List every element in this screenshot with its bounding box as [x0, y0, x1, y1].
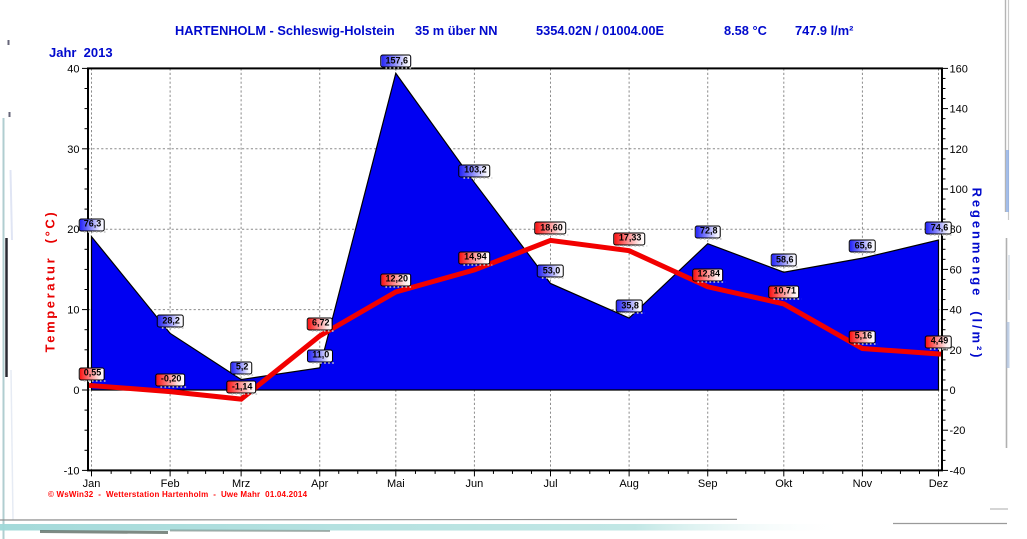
temperature-value-label-Mrz: -1,14: [226, 380, 258, 396]
temperature-value-label-Nov: 5,16: [849, 330, 878, 345]
rain-value-label-Okt: 58,6: [770, 253, 799, 269]
tick-label: -10: [64, 465, 80, 477]
rain-area: [90, 71, 940, 391]
tick-label: Jan: [83, 478, 101, 490]
year-label: Jahr 2013: [49, 45, 113, 60]
temperature-value-label-Dez: 4,49: [925, 335, 954, 351]
tick-label: 140: [950, 104, 968, 116]
tick-label: Mrz: [232, 478, 250, 490]
temperature-line: [88, 237, 942, 402]
tick-label: 0: [73, 385, 79, 397]
tick-label: 100: [950, 184, 968, 196]
station-altitude: 35 m über NN: [415, 23, 498, 38]
tick-label: Feb: [161, 478, 180, 490]
rain-total-value: 747.9 l/m²: [795, 23, 854, 38]
tick-label: -40: [950, 465, 966, 477]
temperature-value-label-Jul: 18,60: [534, 221, 568, 237]
rain-value-label-Feb: 28,2: [156, 314, 185, 330]
tick-label: Apr: [311, 478, 328, 490]
temperature-value-label-Jan: 0,55: [78, 367, 107, 383]
tick-label: 10: [67, 305, 79, 317]
right-axis-title: Regenmenge (l/m²): [969, 187, 985, 361]
rain-value-label-Aug: 35,8: [615, 299, 644, 315]
temperature-value-label-Apr: 6,72: [306, 317, 335, 333]
temperature-value-label-Jun: 14,94: [458, 251, 492, 267]
rain-value-label-Nov: 65,6: [849, 239, 878, 255]
station-name: HARTENHOLM - Schleswig-Holstein: [175, 23, 395, 38]
rain-value-label-Apr: 11,0: [306, 349, 335, 365]
tick-label: Aug: [619, 478, 639, 490]
tick-label: 80: [950, 224, 962, 236]
tick-label: 160: [950, 63, 968, 75]
temperature-value-label-Sep: 12,84: [691, 268, 725, 284]
rain-value-label-Dez: 74,6: [925, 221, 954, 237]
tick-label: 120: [950, 144, 968, 156]
tick-label: 40: [67, 63, 79, 75]
rain-value-label-Mai: 157,6: [380, 54, 414, 70]
temperature-value-label-Okt: 10,71: [768, 285, 802, 301]
rain-value-label-Jun: 103,2: [458, 164, 492, 180]
mean-temperature-value: 8.58 °C: [724, 23, 767, 38]
temperature-value-label-Aug: 17,33: [613, 232, 647, 248]
scan-artifact: [0, 524, 848, 531]
scan-artifact: [169, 529, 331, 532]
tick-label: Dez: [929, 478, 949, 490]
rain-value-label-Jul: 53,0: [537, 264, 566, 280]
rain-value-label-Jan: 76,3: [78, 218, 107, 234]
tick-label: 40: [950, 305, 962, 317]
tick-label: Sep: [698, 478, 718, 490]
scan-artifact: [10, 369, 14, 521]
temperature-value-label-Mai: 12,20: [380, 273, 414, 289]
scan-artifact: [9, 169, 13, 241]
tick-label: Jun: [466, 478, 484, 490]
tick-label: Okt: [775, 478, 792, 490]
scan-artifact: [39, 530, 169, 534]
tick-label: Mai: [387, 478, 405, 490]
station-coordinates: 5354.02N / 01004.00E: [536, 23, 665, 38]
tick-label: 60: [950, 264, 962, 276]
tick-label: 0: [950, 385, 956, 397]
rain-value-label-Sep: 72,8: [694, 225, 723, 241]
scan-artifact: [0, 518, 738, 521]
tick-label: 30: [67, 144, 79, 156]
tick-label: Nov: [853, 478, 873, 490]
rain-value-label-Mrz: 5,2: [230, 361, 254, 377]
temperature-value-label-Feb: -0,20: [155, 373, 187, 389]
copyright-note: © WsWin32 - Wetterstation Hartenholm - U…: [48, 490, 308, 499]
left-axis-title: Temperatur (°C): [42, 209, 58, 353]
tick-label: Jul: [543, 478, 557, 490]
tick-label: 20: [67, 224, 79, 236]
tick-label: -20: [950, 425, 966, 437]
